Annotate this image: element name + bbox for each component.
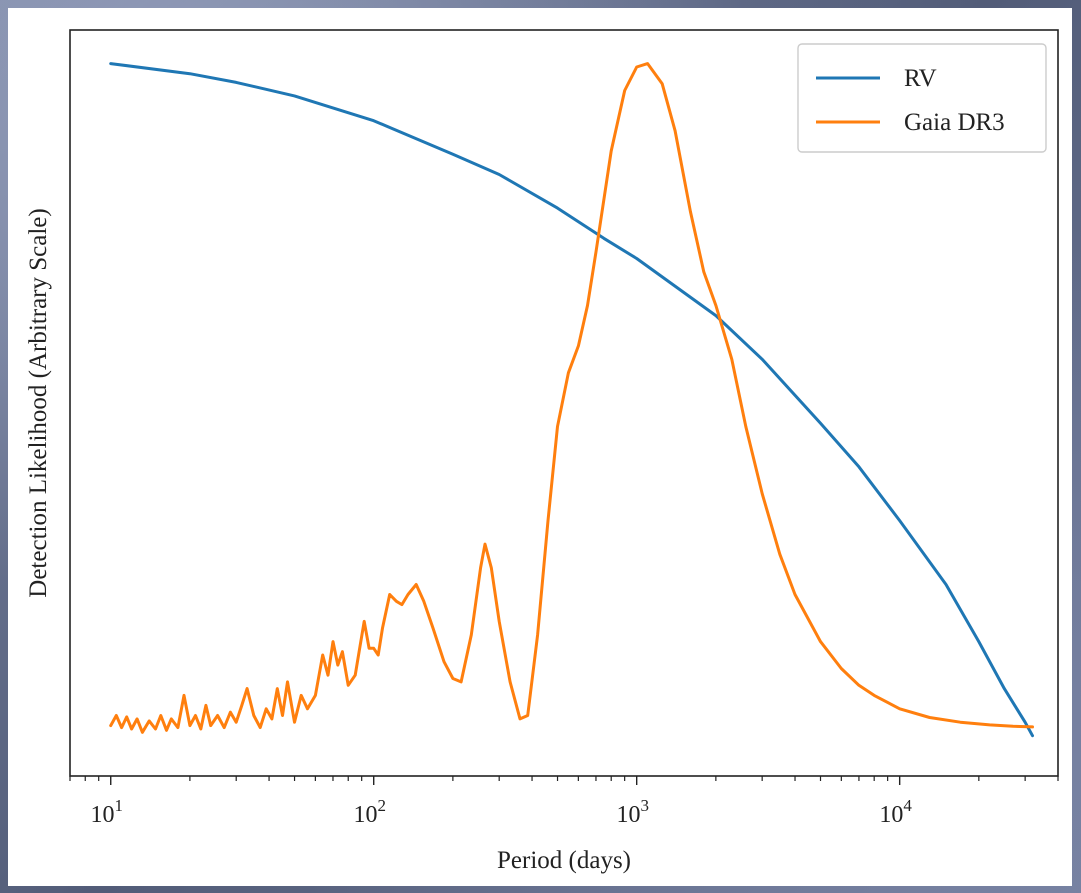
line-chart: 101 102 103 104 Period (days) Detection Likel… xyxy=(25,29,1059,874)
x-tick-label: 102 xyxy=(353,796,386,828)
x-tick-label: 104 xyxy=(879,796,912,828)
legend-label: Gaia DR3 xyxy=(904,109,1005,136)
legend-label: RV xyxy=(904,65,937,92)
y-axis-label: Detection Likelihood (Arbitrary Scale) xyxy=(25,208,52,597)
chart-figure: 101 102 103 104 Period (days) Detection Likel… xyxy=(8,8,1072,886)
series-line-gaia-dr3 xyxy=(109,62,1034,734)
x-tick-label: 103 xyxy=(616,796,649,828)
x-tick-label: 101 xyxy=(90,796,123,828)
legend-box xyxy=(797,43,1047,153)
series-line-rv xyxy=(109,62,1034,738)
x-axis-label: Period (days) xyxy=(497,847,631,874)
plot-frame xyxy=(69,29,1059,777)
